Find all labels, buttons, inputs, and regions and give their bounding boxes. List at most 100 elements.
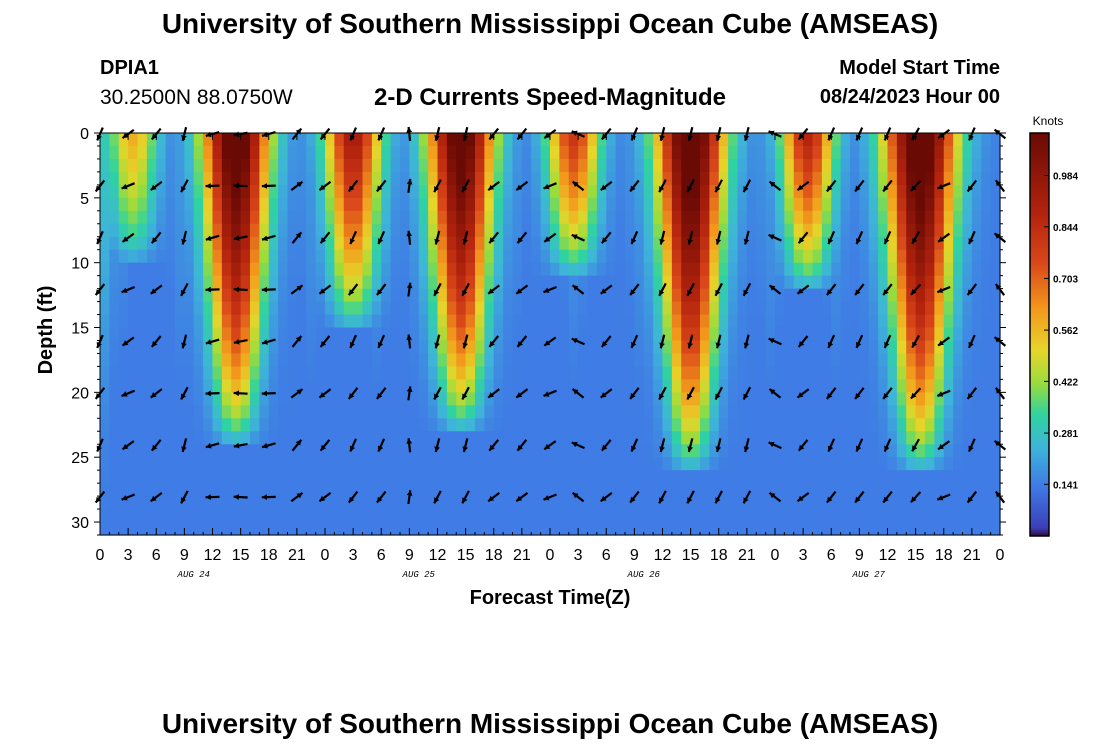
- heatmap-cell: [287, 314, 298, 329]
- heatmap-cell: [493, 353, 504, 368]
- heatmap-cell: [306, 483, 317, 497]
- heatmap-cell: [671, 509, 682, 523]
- heatmap-cell: [934, 301, 945, 316]
- heatmap-cell: [475, 431, 485, 445]
- heatmap-cell: [859, 470, 870, 484]
- current-arrow-head: [743, 289, 749, 296]
- x-tick-label: 6: [377, 547, 386, 564]
- heatmap-cell: [165, 301, 176, 316]
- heatmap-cell: [559, 366, 570, 380]
- heatmap-cell: [278, 327, 289, 342]
- heatmap-cell: [821, 210, 832, 225]
- heatmap-cell: [681, 444, 692, 458]
- heatmap-cell: [353, 275, 364, 290]
- heatmap-cell: [868, 353, 879, 368]
- heatmap-cell: [643, 522, 654, 536]
- heatmap-cell: [521, 249, 532, 264]
- heatmap-cell: [446, 509, 457, 523]
- current-arrow: [571, 491, 585, 503]
- heatmap-cell: [690, 171, 701, 186]
- current-arrow: [571, 284, 585, 295]
- heatmap-cell: [128, 301, 139, 316]
- heatmap-cell: [296, 210, 307, 225]
- heatmap-cell: [437, 340, 448, 355]
- heatmap-cell: [718, 262, 729, 277]
- heatmap-cell: [250, 444, 260, 458]
- heatmap-cell: [465, 301, 476, 316]
- current-arrow: [261, 234, 276, 241]
- heatmap-cell: [325, 223, 335, 238]
- heatmap-cell: [475, 392, 485, 406]
- heatmap-cell: [315, 353, 326, 368]
- current-arrow-head: [715, 497, 721, 504]
- heatmap-cell: [278, 418, 289, 432]
- heatmap-cell: [559, 509, 570, 523]
- current-arrow: [768, 491, 782, 503]
- current-arrow: [347, 283, 359, 296]
- heatmap-cell: [240, 210, 251, 225]
- heatmap-cell: [784, 470, 795, 484]
- heatmap-cell: [887, 275, 898, 290]
- current-arrow-head: [743, 393, 749, 400]
- heatmap-cell: [925, 392, 935, 406]
- heatmap-cell: [400, 522, 410, 536]
- heatmap-cell: [812, 171, 823, 186]
- heatmap-cell: [765, 522, 776, 536]
- heatmap-cell: [868, 262, 879, 277]
- heatmap-cell: [400, 249, 410, 264]
- heatmap-cell: [587, 210, 598, 225]
- heatmap-cell: [268, 418, 279, 432]
- heatmap-cell: [240, 470, 251, 484]
- current-arrow: [743, 334, 750, 349]
- current-arrow: [686, 386, 695, 401]
- current-arrow-head: [715, 238, 722, 245]
- heatmap-cell: [831, 327, 842, 342]
- current-arrow: [827, 334, 836, 349]
- heatmap-cell: [953, 288, 964, 303]
- current-arrow-head: [827, 238, 834, 245]
- heatmap-cell: [381, 327, 392, 342]
- current-arrow: [936, 389, 951, 398]
- heatmap-cell: [568, 327, 579, 342]
- heatmap-cell: [306, 457, 317, 471]
- heatmap-cell: [878, 184, 889, 199]
- heatmap-cell: [756, 470, 767, 484]
- heatmap-cell: [550, 197, 560, 212]
- heatmap-cell: [578, 379, 589, 393]
- heatmap-cell: [775, 457, 785, 471]
- current-arrow: [827, 230, 836, 245]
- heatmap-cell: [653, 340, 664, 355]
- heatmap-cell: [306, 197, 317, 212]
- heatmap-cell: [643, 431, 654, 445]
- date-labels: AUG 24 AUG 25 AUG 26 AUG 27: [177, 570, 886, 580]
- heatmap-cell: [250, 418, 260, 432]
- heatmap-cell: [493, 262, 504, 277]
- current-arrow-head: [910, 288, 917, 295]
- current-arrow-head: [434, 393, 440, 400]
- heatmap-cell: [165, 444, 176, 458]
- heatmap-cell: [306, 444, 317, 458]
- heatmap-cell: [446, 171, 457, 186]
- heatmap-cell: [906, 457, 917, 471]
- heatmap-cell: [596, 158, 607, 173]
- heatmap-cell: [175, 431, 185, 445]
- heatmap-cell: [831, 145, 842, 160]
- heatmap-cell: [756, 444, 767, 458]
- heatmap-cell: [353, 145, 364, 160]
- heatmap-cell: [981, 353, 992, 368]
- current-arrow-head: [488, 392, 495, 398]
- heatmap-cell: [503, 444, 514, 458]
- heatmap-cell: [746, 275, 757, 290]
- current-arrow: [291, 335, 303, 348]
- heatmap-cell: [681, 470, 692, 484]
- heatmap-cell: [493, 431, 504, 445]
- heatmap-cell: [643, 262, 654, 277]
- current-arrow: [600, 335, 612, 348]
- heatmap-cell: [831, 470, 842, 484]
- heatmap-cell: [315, 223, 326, 238]
- current-arrow-head: [406, 127, 413, 133]
- heatmap-cell: [578, 314, 589, 329]
- heatmap-cell: [671, 418, 682, 432]
- heatmap-cell: [746, 327, 757, 342]
- current-arrow-head: [261, 286, 268, 293]
